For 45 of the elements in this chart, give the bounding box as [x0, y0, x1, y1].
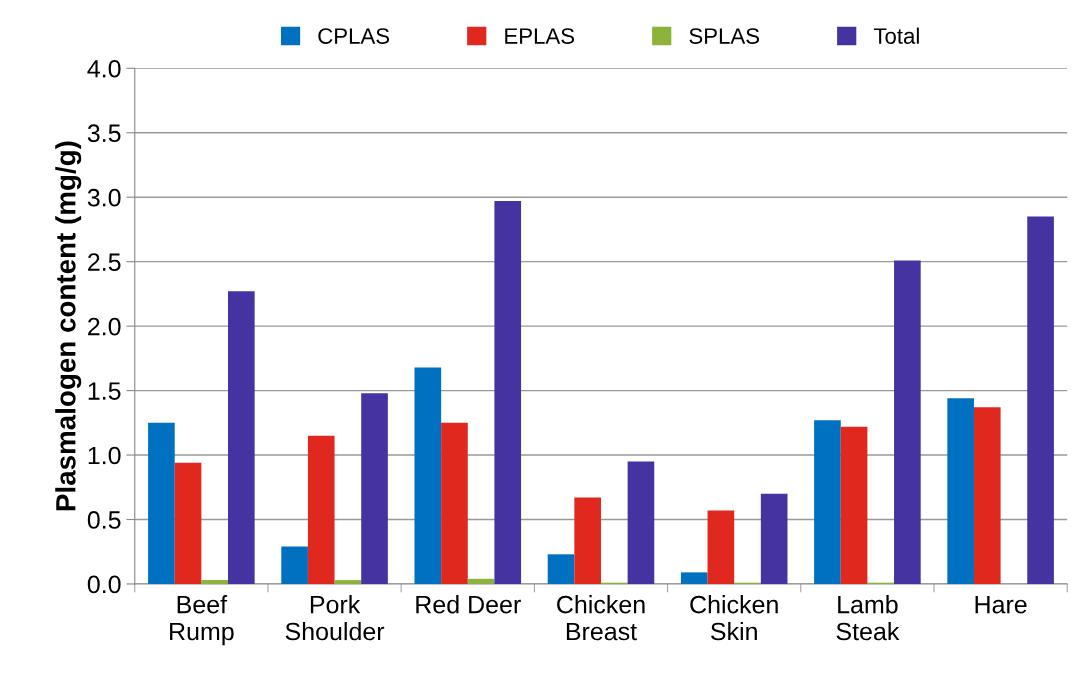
legend-label: CPLAS	[318, 28, 390, 44]
x-tick-label: Hare	[975, 595, 1027, 614]
bar	[334, 580, 362, 584]
y-tick-label: 3.5	[87, 124, 121, 143]
bar	[494, 201, 522, 584]
bar	[307, 435, 335, 584]
bar	[414, 367, 442, 584]
x-tick-label: Chicken Skin	[690, 595, 778, 641]
bar	[148, 422, 175, 584]
legend-label: Total	[873, 27, 919, 44]
bar	[707, 510, 735, 584]
legend-label: SPLAS	[689, 28, 760, 44]
x-tick-label: Pork Shoulder	[285, 595, 385, 641]
x-tick-label: Beef Rump	[170, 595, 234, 646]
bar	[947, 398, 974, 584]
y-tick-label: 4.0	[87, 59, 121, 78]
bar	[840, 426, 868, 584]
bar	[894, 260, 921, 584]
y-tick-label: 1.5	[88, 382, 121, 400]
y-axis-title: Plasmalogen content (mg/g)	[55, 141, 82, 511]
bar	[973, 407, 1001, 584]
bar	[814, 420, 841, 584]
x-tick-label: Red Deer	[416, 595, 521, 614]
bar	[174, 462, 202, 584]
y-tick-label: 1.0	[88, 446, 121, 465]
bar	[760, 493, 788, 584]
x-tick-label: Lamb Steak	[836, 595, 900, 641]
y-tick-label: 0.0	[87, 575, 121, 594]
bar	[680, 572, 708, 584]
bar	[467, 578, 495, 584]
bar	[574, 497, 601, 584]
bar	[627, 461, 655, 584]
bar	[361, 393, 388, 584]
bar	[441, 422, 468, 584]
y-tick-label: 0.5	[87, 511, 121, 529]
y-tick-label: 3.0	[87, 188, 121, 207]
bar	[228, 291, 255, 584]
bar	[547, 554, 575, 584]
bar	[201, 580, 228, 584]
x-tick-label: Chicken Breast	[557, 595, 645, 641]
y-tick-label: 2.5	[88, 253, 121, 271]
y-tick-label: 2.0	[88, 317, 121, 336]
legend-label: EPLAS	[505, 28, 575, 44]
bar	[1027, 216, 1054, 584]
bar	[281, 546, 308, 584]
